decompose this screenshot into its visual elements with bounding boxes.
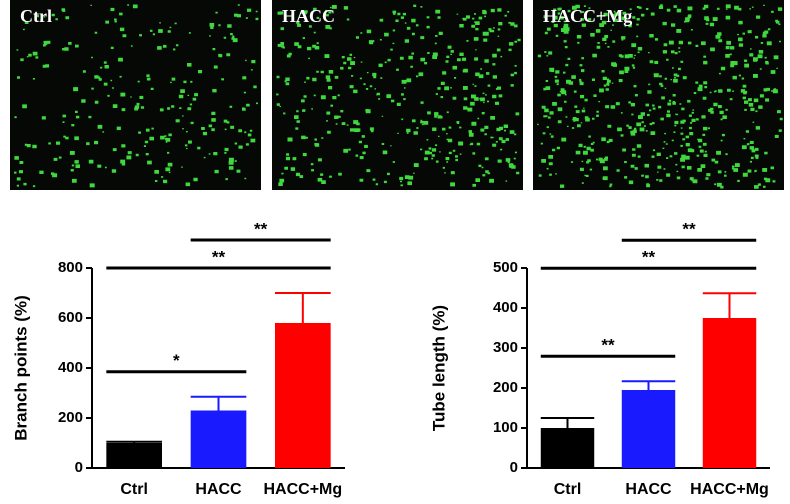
cell-clusters — [276, 4, 521, 187]
y-tick-label: 400 — [58, 359, 83, 376]
y-tick-label: 600 — [58, 309, 83, 326]
x-tick-label: HACC — [625, 481, 672, 498]
micrograph — [533, 0, 784, 190]
bar — [621, 390, 676, 468]
y-tick-label: 200 — [58, 409, 83, 426]
x-tick-label: HACC — [195, 481, 242, 498]
panel-label: Ctrl — [20, 6, 52, 26]
y-tick-label: 300 — [493, 339, 518, 356]
x-tick-label: Ctrl — [120, 481, 148, 498]
y-tick-label: 400 — [493, 299, 518, 316]
x-tick-label: HACC+Mg — [263, 481, 342, 498]
y-tick-label: 800 — [58, 259, 83, 276]
micrograph — [10, 0, 261, 190]
y-tick-label: 100 — [493, 419, 518, 436]
y-tick-label: 200 — [493, 379, 518, 396]
x-tick-label: HACC+Mg — [690, 481, 769, 498]
y-tick-label: 500 — [493, 259, 518, 276]
bar — [275, 323, 331, 468]
panel-label: HACC — [282, 6, 335, 26]
bar — [190, 410, 247, 468]
y-tick-label: 0 — [510, 459, 518, 476]
significance-label: ** — [601, 336, 615, 355]
y-tick-label: 0 — [75, 459, 83, 476]
significance-label: ** — [254, 219, 268, 238]
bar — [702, 318, 757, 468]
y-axis-label: Branch points (%) — [11, 295, 30, 440]
bar — [540, 428, 595, 468]
significance-label: ** — [682, 220, 696, 239]
y-axis-label: Tube length (%) — [429, 305, 448, 431]
significance-label: ** — [212, 247, 226, 266]
bar — [106, 443, 162, 468]
significance-label: * — [173, 351, 180, 370]
x-tick-label: Ctrl — [554, 481, 582, 498]
panel-label: HACC+Mg — [543, 6, 632, 26]
significance-label: ** — [642, 248, 656, 267]
